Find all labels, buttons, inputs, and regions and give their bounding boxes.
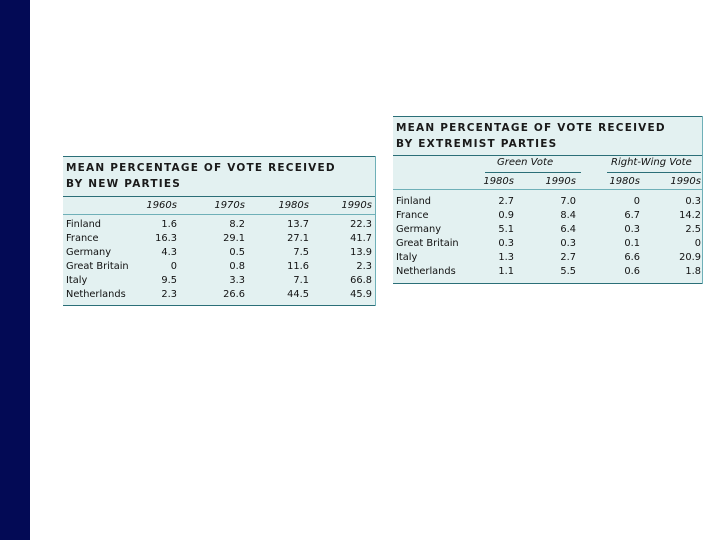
table-cell: 66.8 bbox=[350, 275, 372, 286]
table-cell: 27.1 bbox=[287, 233, 309, 244]
table-cell: 4.3 bbox=[161, 247, 177, 258]
group-rule-right-wing bbox=[607, 172, 701, 173]
row-label: Great Britain bbox=[66, 261, 129, 272]
table-cell: 1.6 bbox=[161, 219, 177, 230]
table-cell: 2.5 bbox=[685, 224, 701, 235]
row-label: France bbox=[396, 210, 429, 221]
row-label: Finland bbox=[396, 196, 432, 207]
table-cell: 2.3 bbox=[356, 261, 372, 272]
new-parties-table: MEAN PERCENTAGE OF VOTE RECEIVED BY NEW … bbox=[63, 156, 376, 306]
group-rule-green bbox=[485, 172, 581, 173]
table-cell: 5.5 bbox=[560, 266, 576, 277]
table-cell: 7.5 bbox=[293, 247, 309, 258]
title-line-2: BY NEW PARTIES bbox=[66, 178, 181, 190]
title-rule bbox=[63, 196, 375, 197]
table-cell: 16.3 bbox=[155, 233, 177, 244]
table-cell: 6.6 bbox=[624, 252, 640, 263]
table-cell: 26.6 bbox=[223, 289, 245, 300]
table-cell: 8.2 bbox=[229, 219, 245, 230]
table-cell: 29.1 bbox=[223, 233, 245, 244]
table-cell: 1.3 bbox=[498, 252, 514, 263]
table-cell: 0 bbox=[633, 196, 640, 207]
column-header: 1970s bbox=[214, 200, 245, 211]
title-line-1: MEAN PERCENTAGE OF VOTE RECEIVED bbox=[396, 122, 666, 134]
column-header: 1990s bbox=[545, 176, 576, 187]
table-cell: 22.3 bbox=[350, 219, 372, 230]
table-cell: 7.0 bbox=[560, 196, 576, 207]
title-line-1: MEAN PERCENTAGE OF VOTE RECEIVED bbox=[66, 162, 336, 174]
column-header: 1980s bbox=[483, 176, 514, 187]
title-rule bbox=[393, 155, 702, 156]
table-cell: 45.9 bbox=[350, 289, 372, 300]
bottom-rule bbox=[393, 283, 702, 284]
table-cell: 0.9 bbox=[498, 210, 514, 221]
title-line-2: BY EXTREMIST PARTIES bbox=[396, 138, 558, 150]
table-cell: 0.5 bbox=[229, 247, 245, 258]
table-cell: 13.7 bbox=[287, 219, 309, 230]
column-header: 1990s bbox=[341, 200, 372, 211]
table-cell: 2.3 bbox=[161, 289, 177, 300]
column-header: 1980s bbox=[278, 200, 309, 211]
table-cell: 0.3 bbox=[685, 196, 701, 207]
column-header: 1960s bbox=[146, 200, 177, 211]
table-cell: 3.3 bbox=[229, 275, 245, 286]
top-rule bbox=[63, 156, 375, 157]
table-cell: 0.3 bbox=[498, 238, 514, 249]
row-label: Germany bbox=[66, 247, 112, 258]
row-label: Germany bbox=[396, 224, 442, 235]
table-cell: 0.3 bbox=[560, 238, 576, 249]
table-cell: 2.7 bbox=[498, 196, 514, 207]
table-cell: 7.1 bbox=[293, 275, 309, 286]
top-rule bbox=[393, 116, 702, 117]
table-cell: 1.8 bbox=[685, 266, 701, 277]
left-accent-bar bbox=[0, 0, 30, 540]
row-label: Netherlands bbox=[66, 289, 126, 300]
table-cell: 20.9 bbox=[679, 252, 701, 263]
table-cell: 0.8 bbox=[229, 261, 245, 272]
table-cell: 14.2 bbox=[679, 210, 701, 221]
header-rule bbox=[63, 214, 375, 215]
table-cell: 0 bbox=[170, 261, 177, 272]
row-label: Italy bbox=[396, 252, 418, 263]
row-label: Netherlands bbox=[396, 266, 456, 277]
row-label: Finland bbox=[66, 219, 102, 230]
table-cell: 1.1 bbox=[498, 266, 514, 277]
table-cell: 11.6 bbox=[287, 261, 309, 272]
table-cell: 13.9 bbox=[350, 247, 372, 258]
table-cell: 9.5 bbox=[161, 275, 177, 286]
column-header: 1980s bbox=[609, 176, 640, 187]
header-rule bbox=[393, 189, 702, 190]
table-cell: 41.7 bbox=[350, 233, 372, 244]
table-title: MEAN PERCENTAGE OF VOTE RECEIVED BY EXTR… bbox=[393, 116, 702, 152]
bottom-rule bbox=[63, 305, 375, 306]
row-label: Great Britain bbox=[396, 238, 459, 249]
row-label: Italy bbox=[66, 275, 88, 286]
row-label: France bbox=[66, 233, 99, 244]
table-title: MEAN PERCENTAGE OF VOTE RECEIVED BY NEW … bbox=[63, 156, 375, 192]
column-header: 1990s bbox=[670, 176, 701, 187]
table-cell: 5.1 bbox=[498, 224, 514, 235]
table-cell: 0 bbox=[694, 238, 701, 249]
group-label-green: Green Vote bbox=[497, 157, 554, 168]
table-cell: 2.7 bbox=[560, 252, 576, 263]
table-cell: 0.3 bbox=[624, 224, 640, 235]
table-cell: 6.7 bbox=[624, 210, 640, 221]
table-cell: 0.1 bbox=[624, 238, 640, 249]
table-cell: 44.5 bbox=[287, 289, 309, 300]
group-label-right-wing: Right-Wing Vote bbox=[611, 157, 692, 168]
extremist-parties-table: MEAN PERCENTAGE OF VOTE RECEIVED BY EXTR… bbox=[393, 116, 703, 284]
table-cell: 0.6 bbox=[624, 266, 640, 277]
table-cell: 6.4 bbox=[560, 224, 576, 235]
table-cell: 8.4 bbox=[560, 210, 576, 221]
